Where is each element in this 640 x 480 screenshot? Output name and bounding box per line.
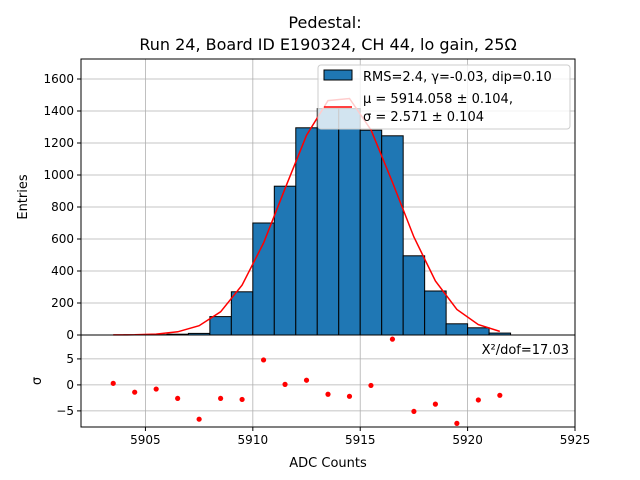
y-tick-label: 0 (66, 328, 74, 342)
histogram-bar (359, 129, 383, 336)
histogram-bar (338, 108, 361, 336)
residual-point (303, 377, 310, 383)
residual-point (325, 391, 331, 397)
legend-box (317, 64, 571, 130)
residual-y-axis-label: σ (30, 377, 45, 385)
residual-point (260, 357, 267, 363)
chi2-annotation: X²/dof=17.03 (482, 343, 569, 358)
legend-fit-label-1: μ = 5914.058 ± 0.104, (363, 92, 513, 107)
x-axis-label: ADC Counts (289, 456, 367, 471)
legend: RMS=2.4, γ=-0.03, dip=0.10 μ = 5914.058 … (317, 64, 571, 130)
x-tick-label: 5920 (452, 433, 483, 447)
residual-y-tick-label: −5 (56, 404, 74, 418)
x-tick-label: 5915 (345, 433, 376, 447)
residual-y-tick-label: 0 (66, 378, 74, 392)
y-tick-label: 1600 (43, 72, 74, 86)
y-tick-label: 1200 (43, 136, 74, 150)
histogram-bar (295, 127, 318, 336)
residual-point (368, 382, 374, 389)
fit-curve (113, 97, 501, 336)
residual-point (389, 336, 396, 342)
residual-point (454, 420, 460, 426)
histogram-bar (316, 108, 340, 336)
residual-point (153, 386, 159, 392)
residual-point (346, 393, 353, 399)
histogram-bar (252, 222, 275, 336)
x-tick-label: 5925 (560, 433, 591, 447)
x-tick-label: 5905 (130, 433, 161, 447)
fit-curve-group (113, 97, 501, 336)
histogram-bar (467, 327, 490, 336)
histogram-bar (402, 255, 426, 336)
x-tick-label: 5910 (238, 433, 269, 447)
y-tick-label: 800 (51, 200, 74, 214)
histogram-bars (123, 108, 512, 336)
residual-point (110, 380, 116, 386)
histogram-bar (445, 323, 469, 336)
residual-point (282, 381, 288, 387)
histogram-bar (209, 316, 232, 336)
residual-point (218, 395, 224, 402)
y-tick-label: 1000 (43, 168, 74, 182)
legend-fit-label-2: σ = 2.571 ± 0.104 (363, 110, 484, 125)
residual-point (475, 397, 481, 403)
y-tick-label: 200 (51, 296, 74, 310)
residual-point (239, 396, 245, 403)
residual-axes-frame (80, 334, 576, 428)
residual-point (196, 416, 202, 422)
legend-hist-label: RMS=2.4, γ=-0.03, dip=0.10 (363, 70, 552, 85)
residual-point (411, 408, 417, 415)
histogram-bar (230, 291, 254, 336)
residual-point (132, 389, 138, 395)
y-tick-label: 600 (51, 232, 74, 246)
residual-point (432, 401, 438, 407)
histogram-bar (424, 290, 447, 336)
residual-y-tick-label: 5 (66, 352, 74, 366)
y-axis-label: Entries (16, 174, 31, 220)
y-tick-label: 1400 (43, 104, 74, 118)
residual-point (497, 392, 503, 398)
chart-title-line1: Pedestal: (288, 13, 361, 32)
axes: 5905 5910 5915 5920 5925 0 200 400 600 800 1000 120… (43, 58, 591, 447)
residual-point (175, 395, 181, 402)
residual-points (110, 336, 503, 426)
chart-title-line2: Run 24, Board ID E190324, CH 44, lo gain… (139, 35, 516, 54)
legend-hist-swatch (323, 69, 353, 81)
y-tick-label: 400 (51, 264, 74, 278)
